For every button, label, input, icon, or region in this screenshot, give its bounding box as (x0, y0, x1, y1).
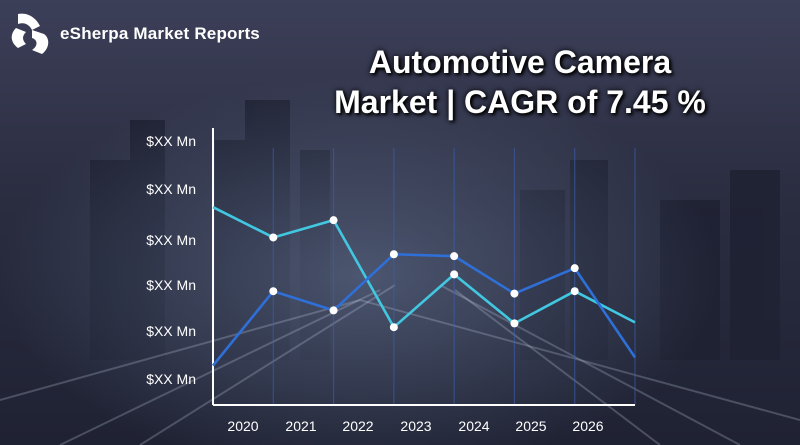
series-line-2 (211, 252, 637, 367)
title-line-1: Automotive Camera (368, 44, 672, 80)
data-point (450, 270, 459, 279)
data-point (329, 216, 338, 225)
x-tick-label: 2022 (342, 418, 373, 434)
x-axis-ticks: 2020 2021 2022 2023 2024 2025 2026 (227, 418, 603, 434)
data-point (510, 289, 519, 298)
data-point (510, 319, 519, 328)
data-point (269, 233, 278, 242)
data-point (450, 252, 459, 261)
y-tick-label: $XX Mn (146, 232, 196, 248)
chart-points (269, 216, 579, 332)
brand-name: eSherpa Market Reports (60, 24, 260, 43)
y-axis-ticks: $XX Mn $XX Mn $XX Mn $XX Mn $XX Mn $XX Mn (146, 133, 196, 387)
chart-series (211, 206, 637, 367)
esherpa-logo-icon (11, 13, 49, 54)
x-tick-label: 2020 (227, 418, 258, 434)
page-title: Automotive Camera Market | CAGR of 7.45 … (270, 42, 770, 122)
series-line-1 (212, 206, 636, 329)
data-point (329, 306, 338, 315)
x-tick-label: 2025 (515, 418, 546, 434)
title-line-2: Market | CAGR of 7.45 % (334, 84, 706, 120)
y-tick-label: $XX Mn (146, 323, 196, 339)
chart-axes (212, 128, 635, 406)
x-tick-label: 2026 (572, 418, 603, 434)
y-tick-label: $XX Mn (146, 133, 196, 149)
y-tick-label: $XX Mn (146, 277, 196, 293)
x-tick-label: 2023 (400, 418, 431, 434)
y-tick-label: $XX Mn (146, 181, 196, 197)
data-point (389, 323, 398, 332)
y-tick-label: $XX Mn (146, 371, 196, 387)
data-point (570, 287, 579, 296)
data-point (389, 250, 398, 259)
x-tick-label: 2024 (458, 418, 489, 434)
x-tick-label: 2021 (285, 418, 316, 434)
data-point (269, 287, 278, 296)
brand-logo[interactable]: eSherpa Market Reports (10, 8, 260, 60)
data-point (570, 264, 579, 273)
